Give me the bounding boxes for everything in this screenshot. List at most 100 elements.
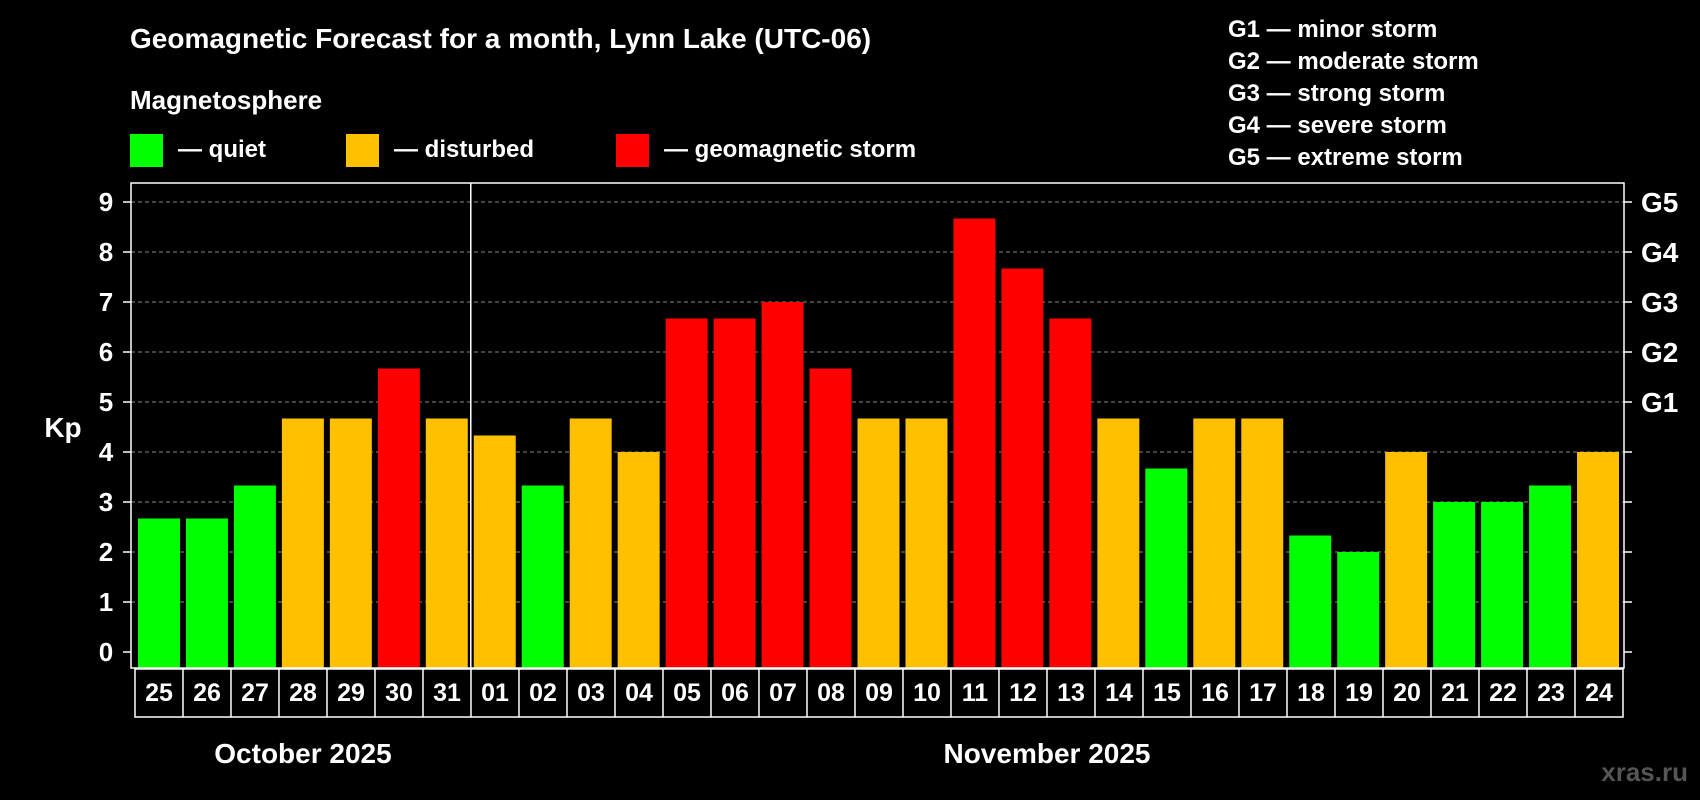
bar — [1193, 418, 1236, 668]
date-label: 02 — [529, 679, 557, 707]
bar — [1001, 268, 1044, 668]
y-tick-label: 1 — [99, 587, 113, 617]
date-label: 20 — [1393, 679, 1421, 707]
storm-level-label: G3 — [1641, 287, 1678, 318]
y-tick-label: 9 — [99, 187, 113, 217]
storm-level-label: G4 — [1641, 237, 1679, 268]
bar — [425, 418, 468, 668]
date-label: 11 — [962, 679, 989, 707]
bar — [1049, 318, 1092, 668]
chart-title: Geomagnetic Forecast for a month, Lynn L… — [130, 23, 871, 54]
date-label: 23 — [1537, 679, 1565, 707]
bar — [473, 435, 516, 668]
date-label: 03 — [577, 679, 605, 707]
plot-frame — [130, 182, 1625, 669]
y-tick-label: 3 — [99, 487, 113, 517]
date-label: 10 — [913, 679, 941, 707]
storm-scale-g4: G4 — severe storm — [1228, 112, 1447, 139]
month-label: October 2025 — [214, 738, 391, 769]
y-tick-label: 4 — [99, 437, 114, 467]
month-labels: October 2025 November 2025 — [214, 738, 1150, 769]
date-label: 09 — [865, 679, 893, 707]
storm-level-label: G2 — [1641, 337, 1678, 368]
storm-scale-g2: G2 — moderate storm — [1228, 48, 1479, 75]
legend-label-disturbed: — disturbed — [394, 136, 534, 163]
bar — [857, 418, 900, 668]
date-label: 18 — [1297, 679, 1325, 707]
legend-title: Magnetosphere — [130, 85, 322, 115]
y-tick-label: 7 — [99, 287, 113, 317]
legend-swatch-storm — [616, 134, 649, 167]
bar — [1529, 485, 1572, 668]
date-label: 24 — [1585, 679, 1613, 707]
storm-scale-g1: G1 — minor storm — [1228, 16, 1437, 43]
plot-border — [130, 182, 1625, 669]
legend-label-storm: — geomagnetic storm — [664, 136, 916, 163]
right-axis-ticks: G1 G2 G3 G4 G5 — [1624, 187, 1679, 653]
bar — [1145, 468, 1188, 668]
date-label: 26 — [193, 679, 221, 707]
date-label: 28 — [289, 679, 317, 707]
bar — [329, 418, 372, 668]
date-row: 25 26 27 28 29 30 31 01 02 03 04 05 06 07 08 09 10 11 12 13… — [134, 668, 1624, 718]
storm-scale-g5: G5 — extreme storm — [1228, 144, 1463, 171]
bar — [1577, 452, 1619, 668]
date-label: 08 — [817, 679, 845, 707]
y-axis-label: Kp — [44, 412, 81, 443]
bars — [138, 218, 1619, 668]
date-label: 07 — [769, 679, 797, 707]
date-label: 01 — [481, 679, 509, 707]
storm-scale-legend: G1 — minor storm G2 — moderate storm G3 … — [1228, 16, 1479, 171]
bar — [665, 318, 708, 668]
bar — [1385, 452, 1428, 668]
date-label: 15 — [1153, 679, 1181, 707]
bar — [617, 452, 660, 668]
date-label: 16 — [1201, 679, 1229, 707]
y-tick-label: 6 — [99, 337, 113, 367]
date-label: 13 — [1057, 679, 1085, 707]
bar — [1241, 418, 1284, 668]
bar — [1433, 502, 1476, 668]
storm-scale-g3: G3 — strong storm — [1228, 80, 1445, 107]
bar — [185, 518, 228, 668]
date-label: 30 — [385, 679, 413, 707]
bar — [905, 418, 948, 668]
y-tick-label: 8 — [99, 237, 113, 267]
y-tick-label: 0 — [99, 637, 113, 667]
bar — [138, 518, 180, 668]
month-label: November 2025 — [943, 738, 1150, 769]
y-tick-label: 2 — [99, 537, 113, 567]
date-label: 31 — [433, 679, 461, 707]
bar — [569, 418, 612, 668]
bar — [377, 368, 420, 668]
bar — [809, 368, 852, 668]
legend: — quiet — disturbed — geomagnetic storm — [130, 134, 916, 167]
y-tick-label: 5 — [99, 387, 113, 417]
date-label: 19 — [1345, 679, 1373, 707]
date-label: 29 — [337, 679, 365, 707]
date-label: 06 — [721, 679, 749, 707]
bar — [1481, 502, 1524, 668]
bar — [281, 418, 324, 668]
bar — [1337, 552, 1380, 668]
bar — [521, 485, 564, 668]
date-label: 22 — [1489, 679, 1517, 707]
date-row-frame — [134, 668, 1624, 718]
bar — [761, 302, 804, 668]
legend-label-quiet: — quiet — [178, 136, 266, 163]
date-label: 25 — [145, 679, 173, 707]
bar — [1289, 535, 1332, 668]
date-label: 14 — [1105, 679, 1133, 707]
date-label: 17 — [1249, 679, 1277, 707]
storm-level-label: G1 — [1641, 387, 1678, 418]
date-label: 04 — [625, 679, 653, 707]
watermark: xras.ru — [1601, 757, 1688, 787]
date-label: 12 — [1009, 679, 1037, 707]
bar — [233, 485, 276, 668]
storm-level-label: G5 — [1641, 187, 1678, 218]
bar — [953, 218, 996, 668]
legend-swatch-quiet — [130, 134, 163, 167]
bar — [1097, 418, 1140, 668]
date-label: 05 — [673, 679, 701, 707]
